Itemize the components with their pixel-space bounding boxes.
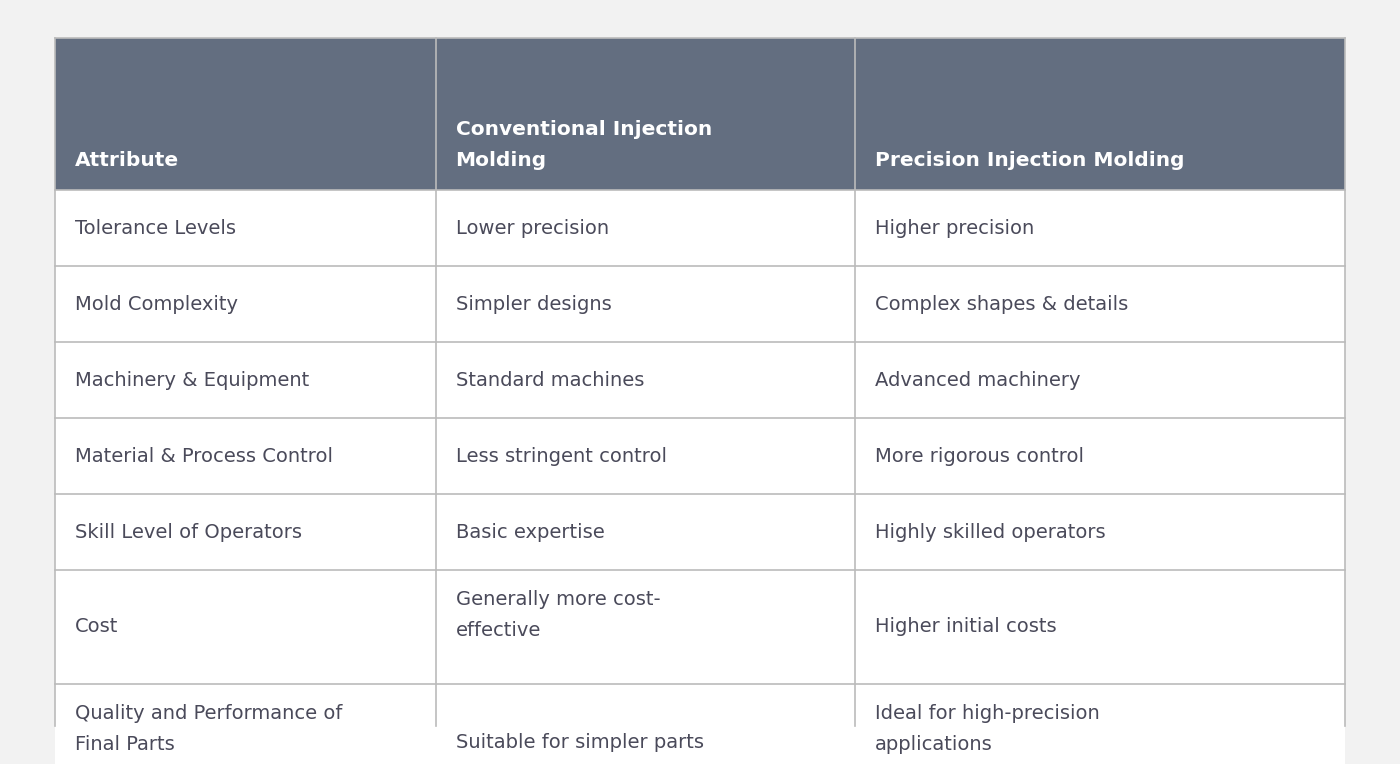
Text: Advanced machinery: Advanced machinery (875, 371, 1081, 390)
Bar (55, 266, 435, 342)
Text: Higher precision: Higher precision (875, 219, 1035, 238)
Text: Complex shapes & details: Complex shapes & details (875, 294, 1128, 313)
Text: Cost: Cost (76, 617, 119, 636)
Text: Quality and Performance of
Final Parts: Quality and Performance of Final Parts (76, 704, 343, 754)
Text: Material & Process Control: Material & Process Control (76, 446, 333, 465)
Text: Skill Level of Operators: Skill Level of Operators (76, 523, 302, 542)
Bar (435, 684, 855, 764)
Bar (55, 418, 435, 494)
Bar (855, 494, 1345, 570)
Bar (55, 342, 435, 418)
Text: Lower precision: Lower precision (455, 219, 609, 238)
Text: Suitable for simpler parts: Suitable for simpler parts (455, 733, 704, 753)
Text: Mold Complexity: Mold Complexity (76, 294, 238, 313)
Bar (435, 570, 855, 684)
Text: Higher initial costs: Higher initial costs (875, 617, 1057, 636)
Bar (435, 38, 855, 190)
Text: Conventional Injection
Molding: Conventional Injection Molding (455, 120, 711, 170)
Bar (435, 266, 855, 342)
Bar (855, 266, 1345, 342)
Text: Generally more cost-
effective: Generally more cost- effective (455, 590, 661, 640)
Bar (55, 684, 435, 764)
Bar (55, 494, 435, 570)
Text: Tolerance Levels: Tolerance Levels (76, 219, 237, 238)
Bar (55, 190, 435, 266)
Text: Attribute: Attribute (76, 151, 179, 170)
Bar (855, 418, 1345, 494)
Text: Simpler designs: Simpler designs (455, 294, 612, 313)
Bar (855, 342, 1345, 418)
Bar (855, 38, 1345, 190)
Bar (435, 190, 855, 266)
Text: Ideal for high-precision
applications: Ideal for high-precision applications (875, 704, 1099, 754)
Bar (435, 494, 855, 570)
Bar (435, 342, 855, 418)
Text: Basic expertise: Basic expertise (455, 523, 605, 542)
Text: Less stringent control: Less stringent control (455, 446, 666, 465)
Bar (55, 38, 435, 190)
Bar (435, 418, 855, 494)
Text: Machinery & Equipment: Machinery & Equipment (76, 371, 309, 390)
Text: Precision Injection Molding: Precision Injection Molding (875, 151, 1184, 170)
Bar (855, 190, 1345, 266)
Bar (855, 684, 1345, 764)
Text: More rigorous control: More rigorous control (875, 446, 1084, 465)
Bar (55, 570, 435, 684)
Text: Highly skilled operators: Highly skilled operators (875, 523, 1106, 542)
Text: Standard machines: Standard machines (455, 371, 644, 390)
Bar (855, 570, 1345, 684)
